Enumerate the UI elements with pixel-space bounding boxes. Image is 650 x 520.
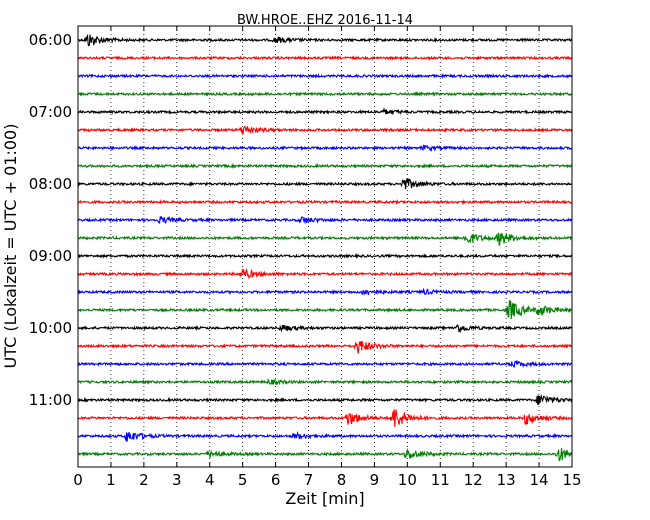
y-axis-label: UTC (Lokalzeit = UTC + 01:00) [1, 124, 20, 369]
trace-0900 [77, 253, 573, 260]
y-tick-label-4: 10:00 [29, 319, 72, 337]
x-tick-label-11: 11 [431, 471, 450, 489]
trace-0930 [77, 287, 573, 296]
trace-0600 [77, 33, 573, 47]
x-tick-label-6: 6 [271, 471, 281, 489]
x-axis-label: Zeit [min] [285, 489, 364, 508]
trace-1030 [77, 359, 572, 369]
trace-0730 [77, 144, 572, 153]
x-tick-label-8: 8 [337, 471, 347, 489]
trace-0745 [77, 163, 573, 169]
trace-1130 [77, 430, 573, 443]
trace-1045 [77, 377, 573, 386]
x-tick-label-0: 0 [73, 471, 83, 489]
trace-0645 [77, 91, 573, 97]
trace-0845 [77, 232, 572, 246]
x-tick-label-1: 1 [106, 471, 116, 489]
plot-area-background [78, 26, 572, 467]
trace-0800 [77, 177, 572, 190]
trace-1115 [77, 409, 573, 427]
x-tick-label-7: 7 [304, 471, 314, 489]
chart-title: BW.HROE..EHZ 2016-11-14 [237, 13, 413, 28]
trace-0945 [77, 300, 573, 320]
seismic-traces [77, 33, 573, 462]
y-axis: 06:00 07:00 08:00 09:00 10:00 11:00 [29, 31, 572, 409]
y-tick-label-0: 06:00 [29, 31, 72, 49]
trace-1000 [77, 323, 573, 334]
x-tick-label-4: 4 [205, 471, 215, 489]
trace-1145 [77, 447, 572, 462]
trace-1015 [77, 341, 573, 354]
trace-0700 [77, 107, 573, 116]
trace-0915 [77, 268, 573, 280]
vertical-grid [110, 26, 540, 467]
trace-0715 [77, 125, 573, 135]
x-axis: 0 1 2 3 4 5 6 7 8 9 10 11 12 13 14 15 [73, 26, 582, 489]
x-tick-label-13: 13 [497, 471, 516, 489]
x-tick-label-14: 14 [530, 471, 549, 489]
x-tick-label-10: 10 [398, 471, 417, 489]
trace-0815 [77, 198, 572, 205]
x-tick-label-9: 9 [370, 471, 380, 489]
x-tick-label-15: 15 [562, 471, 581, 489]
trace-1100 [77, 393, 573, 405]
trace-0830 [77, 215, 573, 224]
plot-frame [77, 25, 573, 468]
y-tick-label-2: 08:00 [29, 175, 72, 193]
x-tick-label-3: 3 [172, 471, 182, 489]
trace-0615 [77, 55, 573, 61]
trace-0630 [77, 73, 573, 79]
x-tick-label-5: 5 [238, 471, 248, 489]
x-tick-label-12: 12 [464, 471, 483, 489]
x-tick-label-2: 2 [139, 471, 149, 489]
y-tick-label-3: 09:00 [29, 247, 72, 265]
y-tick-label-1: 07:00 [29, 103, 72, 121]
y-tick-label-5: 11:00 [29, 391, 72, 409]
